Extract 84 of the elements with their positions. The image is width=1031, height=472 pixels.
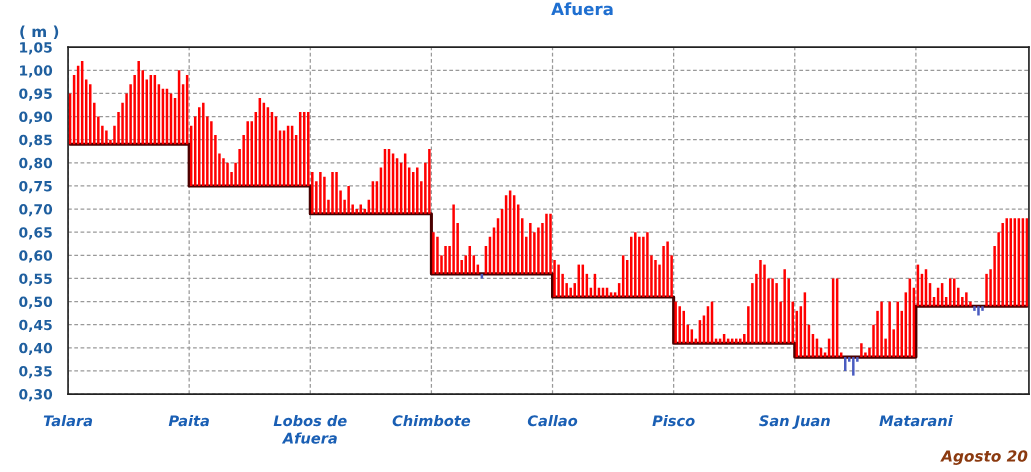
bar bbox=[965, 292, 968, 307]
bar bbox=[319, 172, 322, 214]
bar bbox=[759, 259, 762, 344]
bar bbox=[521, 218, 524, 274]
bar bbox=[335, 172, 338, 214]
x-tick-label: Pisco bbox=[652, 414, 695, 427]
bar bbox=[557, 264, 560, 297]
bar bbox=[464, 255, 467, 274]
bar bbox=[537, 227, 540, 274]
y-tick-label: 1,00 bbox=[20, 65, 53, 78]
bar bbox=[880, 301, 883, 358]
y-tick-label: 0,50 bbox=[19, 296, 53, 309]
bar bbox=[957, 287, 960, 307]
bar bbox=[682, 310, 685, 344]
x-tick-label: Paita bbox=[168, 414, 209, 427]
bar bbox=[1005, 218, 1008, 307]
bar bbox=[202, 102, 205, 186]
bar bbox=[977, 306, 980, 316]
bar bbox=[137, 61, 140, 145]
x-tick-label: Callao bbox=[527, 414, 578, 427]
bar bbox=[569, 287, 572, 297]
text: Agosto 20 bbox=[940, 450, 1028, 465]
bar bbox=[436, 236, 439, 274]
bar bbox=[630, 236, 633, 297]
bar bbox=[529, 222, 532, 274]
bar bbox=[888, 301, 891, 358]
y-tick-label: 0,55 bbox=[19, 273, 52, 286]
bar bbox=[545, 213, 548, 274]
bar bbox=[226, 162, 229, 186]
y-tick-label: 0,85 bbox=[19, 134, 52, 147]
y-tick-label: 0,70 bbox=[19, 204, 53, 217]
bar bbox=[860, 343, 863, 358]
bar bbox=[210, 121, 213, 186]
x-tick-label: Talara bbox=[43, 414, 93, 427]
x-tick-label: Matarani bbox=[879, 414, 953, 427]
y-tick-label: 0,40 bbox=[19, 342, 53, 356]
bar bbox=[432, 232, 435, 274]
bar bbox=[981, 306, 984, 311]
x-tick-label: Chimbote bbox=[392, 414, 471, 427]
bar bbox=[642, 236, 645, 297]
bar bbox=[452, 204, 455, 274]
bar bbox=[573, 283, 576, 297]
bar bbox=[323, 176, 326, 214]
bar bbox=[331, 172, 334, 214]
bar bbox=[89, 84, 92, 145]
y-tick-label: 0,95 bbox=[19, 88, 52, 101]
bar bbox=[985, 273, 988, 307]
bar bbox=[896, 301, 899, 358]
bar bbox=[222, 158, 225, 186]
bar bbox=[654, 259, 657, 297]
bar bbox=[678, 306, 681, 344]
bar bbox=[416, 167, 419, 214]
x-tick-label: San Juan bbox=[759, 415, 830, 429]
bar bbox=[246, 121, 249, 186]
bar bbox=[634, 232, 637, 297]
y-tick-label: 0,80 bbox=[19, 157, 53, 171]
bar bbox=[1001, 222, 1004, 307]
bar bbox=[638, 236, 641, 297]
y-tick-label: 0,90 bbox=[19, 111, 53, 124]
bar bbox=[250, 121, 253, 186]
bar bbox=[105, 130, 108, 145]
bar bbox=[783, 269, 786, 344]
bar bbox=[973, 306, 976, 311]
y-tick-label: 1,05 bbox=[20, 42, 52, 55]
bar bbox=[428, 148, 431, 214]
bar bbox=[852, 357, 855, 376]
y-tick-label: 0,75 bbox=[19, 180, 52, 194]
chart-title: Afuera bbox=[551, 2, 613, 16]
bar bbox=[646, 232, 649, 297]
bar bbox=[666, 241, 669, 297]
bar bbox=[674, 301, 677, 344]
bar bbox=[198, 107, 201, 186]
y-tick-label: 0,35 bbox=[19, 365, 52, 379]
bar bbox=[739, 338, 742, 344]
y-tick-label: 0,30 bbox=[19, 389, 53, 402]
bar bbox=[347, 185, 350, 214]
bar bbox=[444, 246, 447, 274]
y-axis-title: ( m ) bbox=[20, 25, 59, 40]
y-tick-label: 0,60 bbox=[19, 250, 53, 263]
bar bbox=[771, 278, 774, 344]
x-tick-label: Lobos de Afuera bbox=[273, 414, 347, 444]
y-tick-label: 0,65 bbox=[19, 227, 52, 240]
bar bbox=[763, 264, 766, 344]
y-tick-label: 0,45 bbox=[19, 319, 52, 332]
